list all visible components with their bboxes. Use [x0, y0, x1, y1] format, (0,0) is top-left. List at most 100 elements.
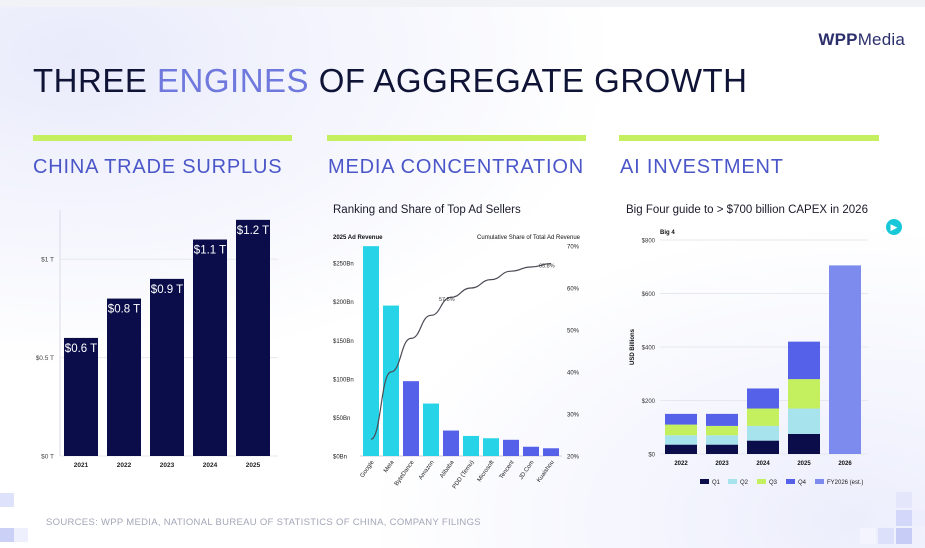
data-label: $1.2 T	[237, 225, 269, 237]
x-tick-label: Kuaishou	[536, 460, 555, 484]
data-label: $0.8 T	[108, 304, 140, 316]
x-tick-label: 2026	[838, 461, 852, 467]
legend-swatch	[728, 479, 737, 484]
bar-segment-q2-2024	[747, 425, 779, 441]
wpp-media-logo: WPPMedia	[818, 30, 905, 49]
x-tick-label: Amazon	[418, 460, 436, 481]
ai-chart-subtitle: Big Four guide to > $700 billion CAPEX i…	[626, 204, 868, 216]
bar-2021	[64, 337, 98, 456]
y-tick-label: $0.5 T	[36, 355, 54, 362]
legend-label: Q2	[740, 480, 749, 486]
annotation-label: 65.8%	[539, 264, 555, 270]
legend-swatch	[757, 479, 766, 484]
x-tick-label: 2024	[756, 461, 770, 467]
legend-swatch	[786, 479, 795, 484]
annotation-label: 57.8%	[439, 297, 455, 303]
bar-alibaba	[443, 430, 459, 456]
bar-segment-q4-2025	[788, 341, 820, 380]
bar-meta	[383, 305, 399, 456]
y-tick-label: $150Bn	[333, 339, 354, 345]
y-tick-label: $250Bn	[333, 262, 354, 268]
bar-segment-q2-2025	[788, 408, 820, 434]
x-tick-label: Meta	[383, 459, 396, 474]
bar-segment-q4-2022	[665, 413, 697, 425]
bar-segment-q1-2022	[665, 444, 697, 454]
section-divider-3	[619, 135, 879, 141]
y-tick-label: $100Bn	[333, 377, 354, 383]
right-axis-title: Cumulative Share of Total Ad Revenue	[477, 235, 581, 241]
bar-2025	[236, 219, 270, 456]
x-tick-label: Google	[360, 459, 376, 479]
decorative-square	[0, 528, 14, 542]
bar-microsoft	[483, 438, 499, 456]
bar-segment-q2-2022	[665, 435, 697, 445]
bar-tencent	[503, 439, 519, 456]
x-tick-label: 2022	[674, 461, 688, 467]
x-tick-label: 2023	[715, 461, 729, 467]
y2-tick-label: 50%	[567, 329, 580, 335]
bar-segment-q3-2022	[665, 424, 697, 436]
y2-tick-label: 70%	[567, 245, 580, 251]
arrow-right-icon[interactable]: ▶	[886, 219, 902, 235]
x-tick-label: Alibaba	[439, 459, 456, 479]
y-tick-label: $200Bn	[333, 300, 354, 306]
x-tick-label: PDD (Temu)	[452, 460, 476, 490]
bar-amazon	[423, 403, 439, 456]
legend-swatch	[700, 479, 709, 484]
inner-chart-title: Big 4	[660, 230, 675, 236]
x-tick-label: Tencent	[499, 459, 516, 480]
x-tick-label: Microsoft	[477, 459, 496, 483]
x-tick-label: 2025	[246, 462, 261, 469]
decorative-square	[14, 528, 28, 542]
x-tick-label: 2022	[117, 462, 132, 469]
bar-segment-q1-2025	[788, 433, 820, 454]
x-tick-label: 2021	[74, 462, 89, 469]
bar-2022	[107, 298, 141, 456]
y-tick-label: $1 T	[41, 257, 54, 264]
decorative-square	[896, 492, 912, 508]
media-chart-subtitle: Ranking and Share of Top Ad Sellers	[333, 204, 521, 216]
bar-segment-q1-2023	[706, 444, 738, 454]
decorative-square	[912, 510, 925, 526]
x-tick-label: JD.Com	[518, 460, 535, 481]
y-tick-label: $0Bn	[333, 455, 347, 461]
legend-label: Q4	[798, 480, 807, 486]
heading-ai-investment: AI INVESTMENT	[620, 156, 784, 178]
bar-jd-com	[523, 446, 539, 456]
data-label: $0.9 T	[151, 284, 183, 296]
page-title: THREE ENGINES OF AGGREGATE GROWTH	[33, 62, 747, 100]
decorative-square	[0, 493, 14, 507]
data-label: $1.1 T	[194, 245, 226, 257]
sources-footnote: SOURCES: WPP MEDIA, NATIONAL BUREAU OF S…	[46, 517, 481, 528]
heading-china-trade-surplus: CHINA TRADE SURPLUS	[33, 156, 283, 178]
legend-swatch	[815, 479, 824, 484]
y2-tick-label: 60%	[567, 287, 580, 293]
left-axis-title: 2025 Ad Revenue	[333, 235, 383, 241]
decorative-square	[896, 528, 912, 544]
bar-segment-q1-2024	[747, 440, 779, 454]
section-divider-1	[33, 135, 292, 141]
x-tick-label: 2025	[797, 461, 811, 467]
y-tick-label: $600	[642, 292, 656, 298]
legend-label: FY2026 (est.)	[827, 480, 863, 486]
y-tick-label: $0	[648, 453, 655, 459]
x-tick-label: 2024	[203, 462, 218, 469]
y-tick-label: $0 T	[41, 454, 54, 461]
legend-label: Q1	[712, 480, 721, 486]
y-tick-label: $400	[642, 346, 656, 352]
y-tick-label: $800	[642, 239, 656, 245]
x-tick-label: ByteDance	[394, 459, 416, 487]
bar-segment-q2-2023	[706, 435, 738, 445]
y2-tick-label: 40%	[567, 371, 580, 377]
bar-pdd-temu-	[463, 435, 479, 456]
bar-segment-q4-2023	[706, 413, 738, 426]
y-axis-label: USD Billions	[630, 328, 636, 365]
data-label: $0.6 T	[65, 343, 97, 355]
bar-segment-fy2026-2026	[829, 265, 861, 454]
y2-tick-label: 20%	[567, 455, 580, 461]
bar-segment-q3-2023	[706, 425, 738, 436]
y-tick-label: $50Bn	[333, 416, 350, 422]
title-accent: ENGINES	[157, 62, 310, 99]
